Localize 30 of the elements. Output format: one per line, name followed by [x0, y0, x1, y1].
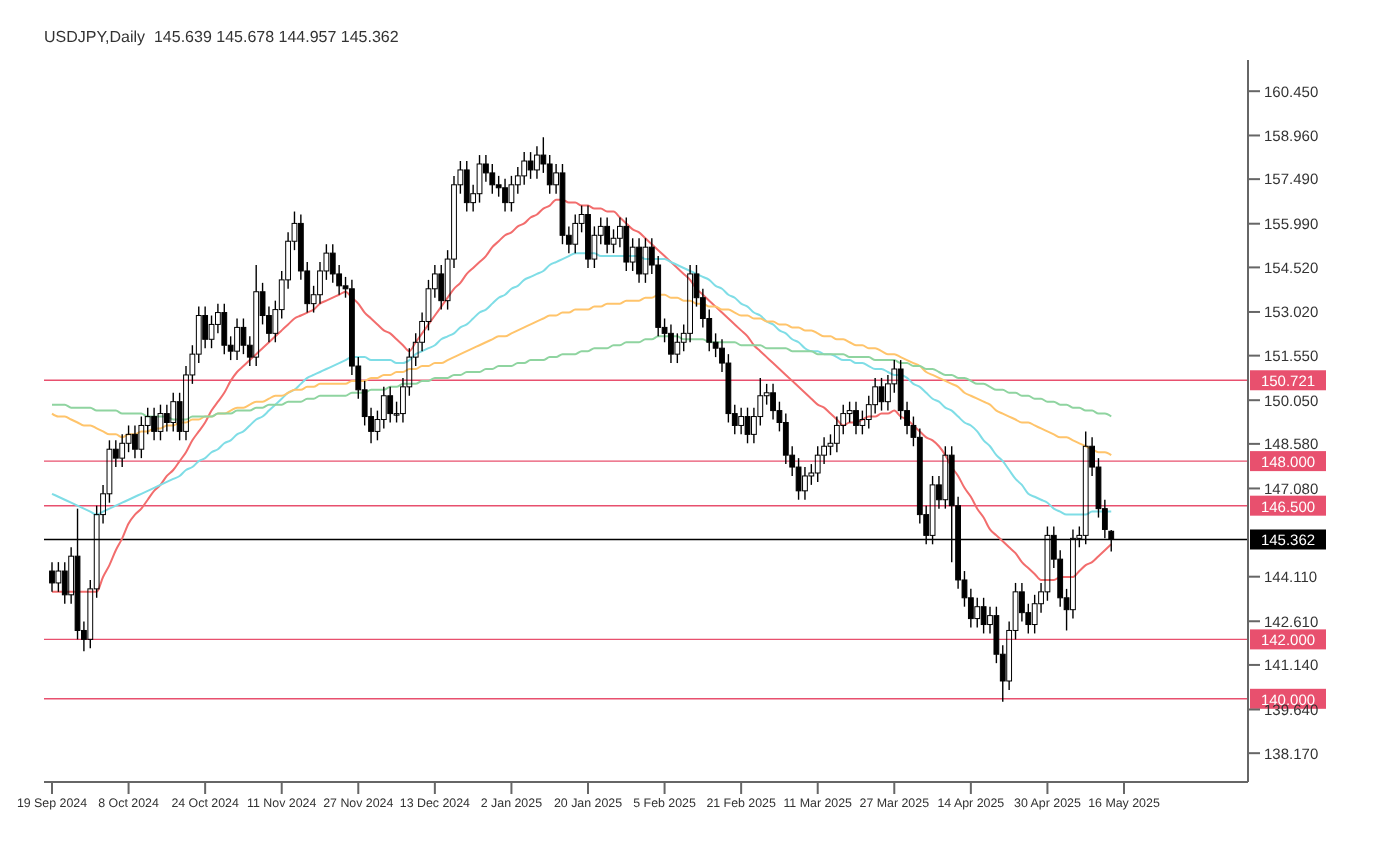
- candlestick: [636, 237, 642, 284]
- candlestick: [782, 412, 789, 465]
- candlestick: [253, 264, 260, 367]
- candlestick: [234, 317, 240, 361]
- candlestick: [585, 204, 591, 269]
- candlestick: [833, 415, 840, 453]
- candlestick: [655, 255, 662, 338]
- chart-title: USDJPY,Daily 145.639 145.678 144.957 145.362: [44, 28, 399, 46]
- candlestick: [49, 561, 55, 593]
- candlestick: [1019, 582, 1025, 623]
- candlestick: [163, 403, 170, 433]
- candlestick: [668, 323, 674, 364]
- candlestick: [885, 374, 891, 412]
- candlestick: [738, 406, 745, 436]
- candlestick: [853, 400, 859, 436]
- candlestick: [502, 178, 508, 213]
- candlestick: [534, 145, 540, 180]
- candlestick: [119, 433, 126, 468]
- candlestick: [687, 264, 693, 343]
- candlestick: [387, 386, 394, 424]
- candlestick: [151, 406, 157, 442]
- candlestick: [202, 305, 209, 349]
- candlestick: [380, 386, 387, 430]
- candlestick: [604, 216, 611, 254]
- candlestick: [521, 151, 528, 186]
- candlestick: [802, 466, 808, 501]
- candlestick: [872, 377, 879, 415]
- candlestick: [770, 383, 776, 421]
- candlestick: [132, 424, 138, 459]
- candlestick: [514, 166, 521, 195]
